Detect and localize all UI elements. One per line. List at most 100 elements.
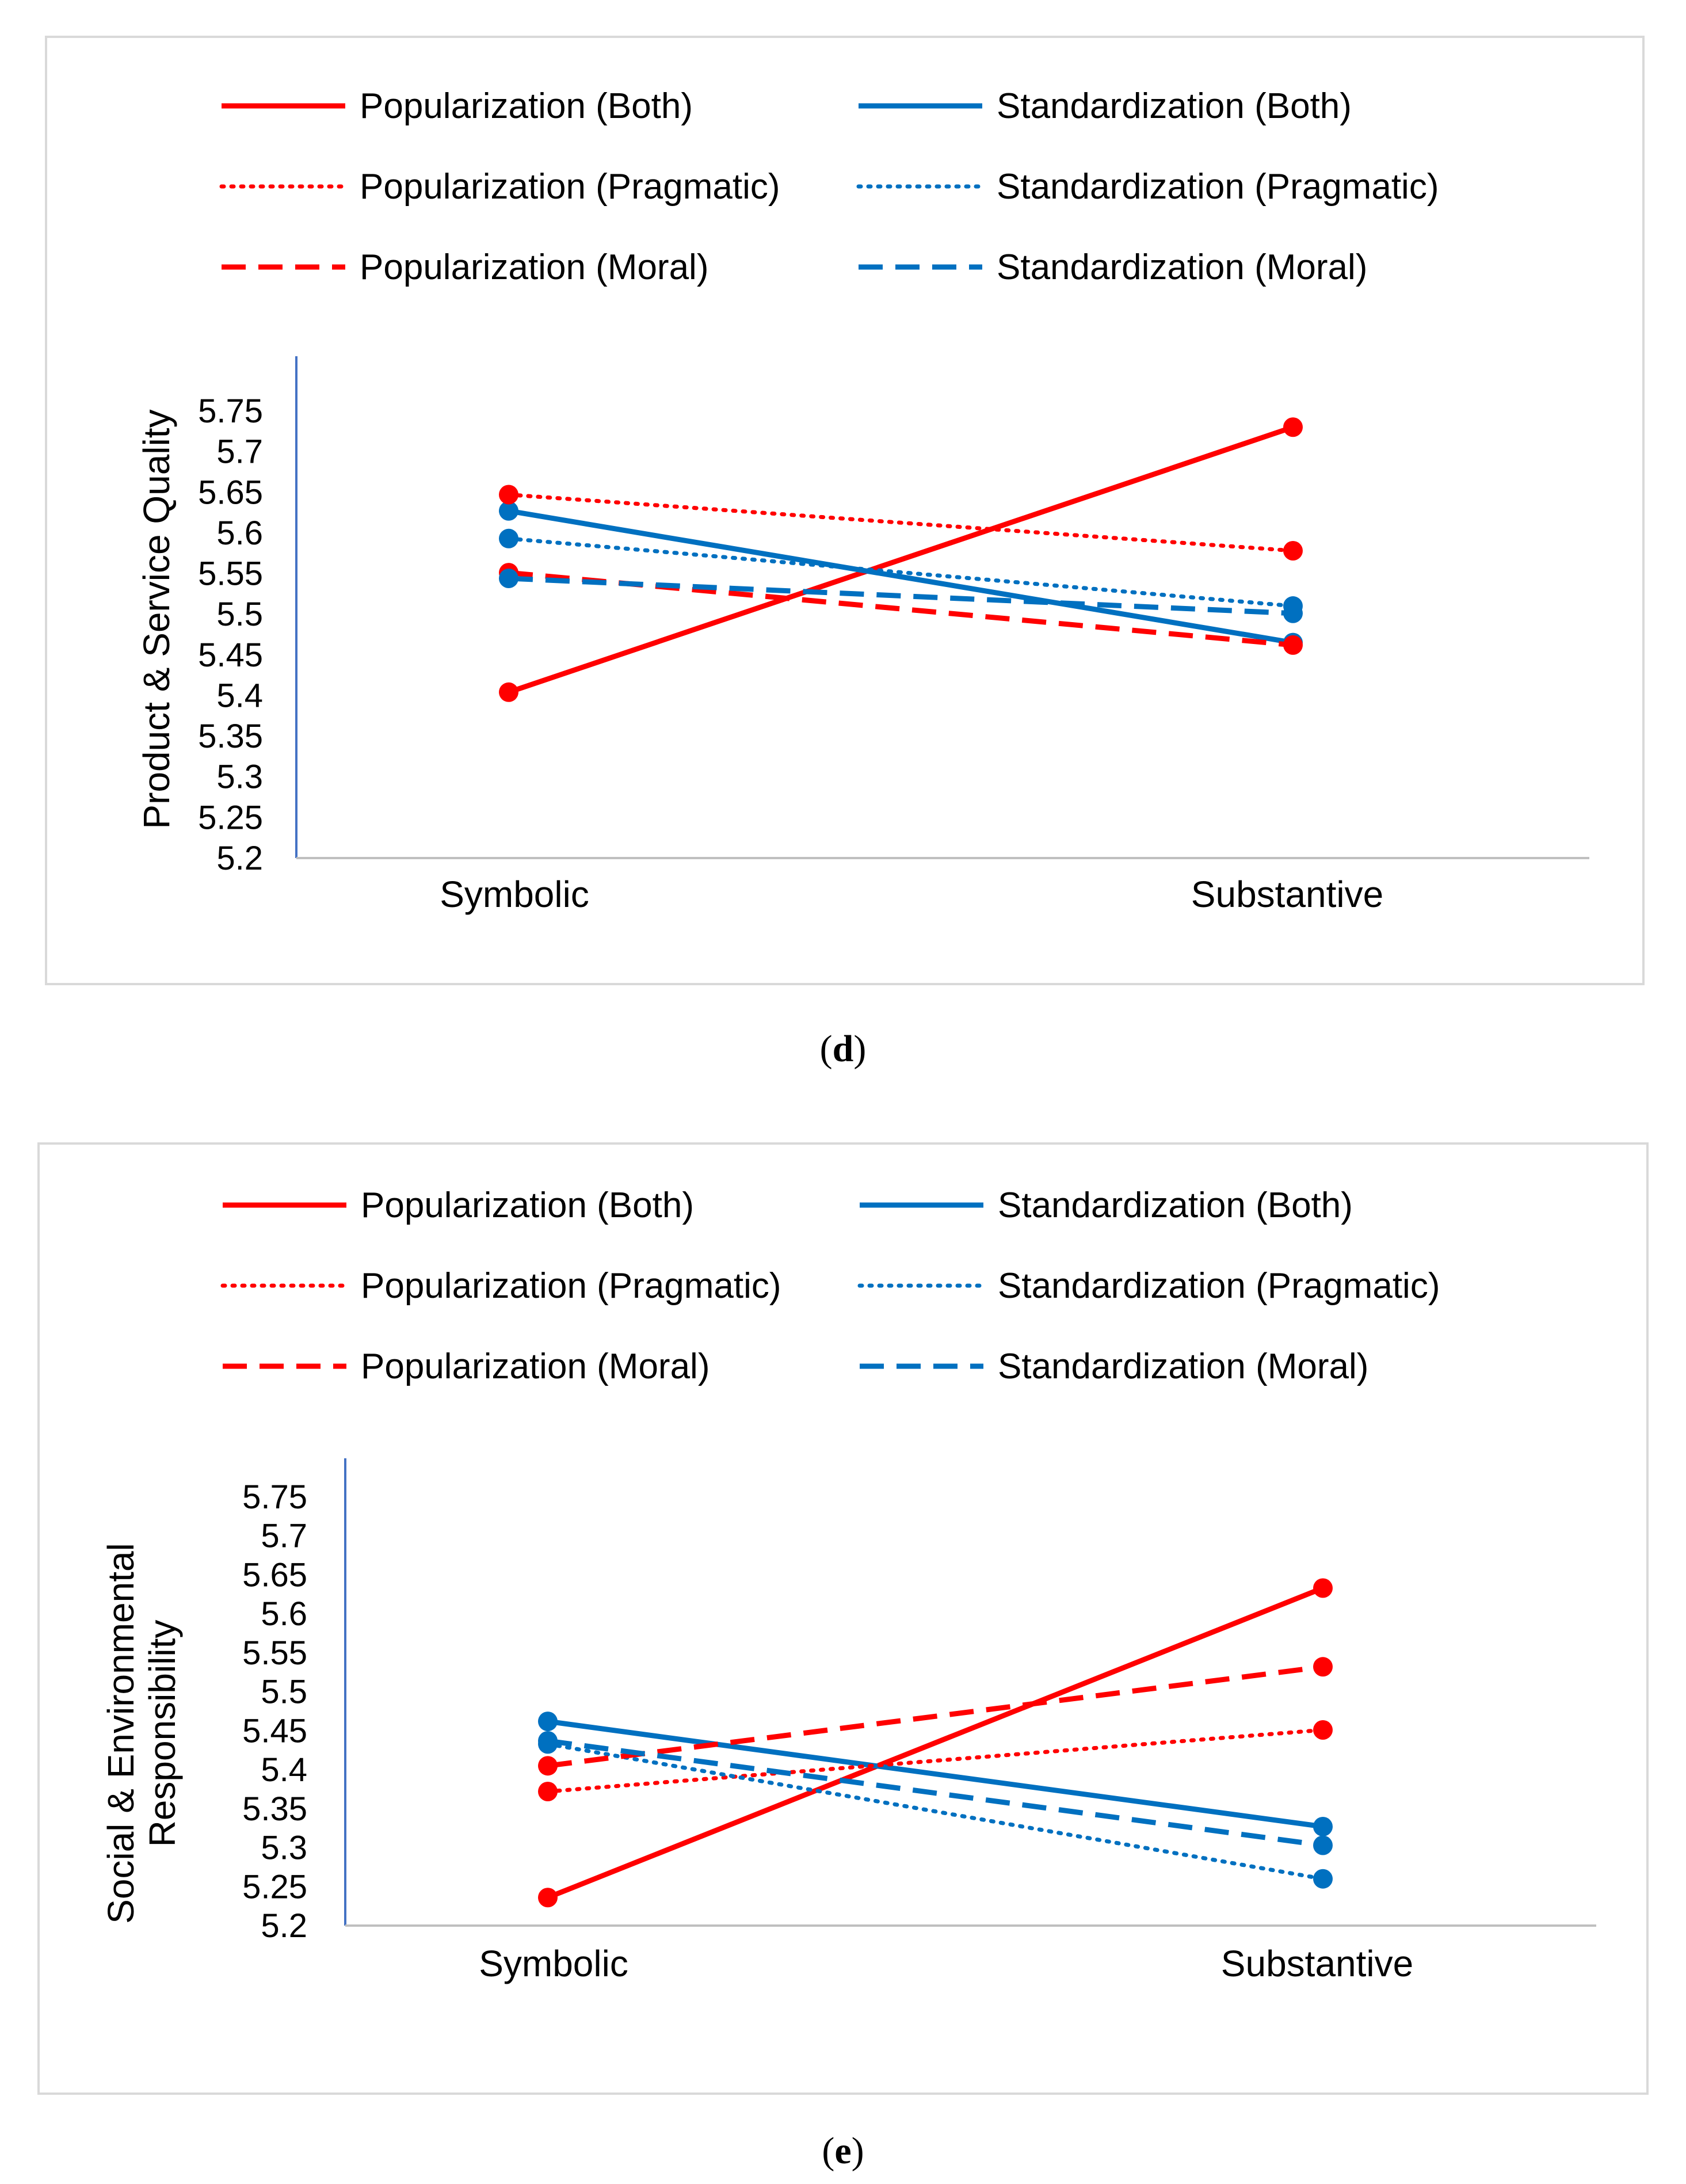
y-tick-label-e: 5.35: [242, 1790, 307, 1828]
y-tick-label-d: 5.25: [198, 799, 263, 836]
y-tick-label-d: 5.45: [198, 636, 263, 674]
y-axis-title-line-e: Social & Environmental: [100, 1543, 142, 1924]
legend-entry-standardization-moral-e: Standardization (Moral): [860, 1347, 1368, 1386]
data-point-popularization-moral-substantive-d: [1283, 635, 1303, 655]
y-tick-label-e: 5.2: [261, 1907, 307, 1945]
legend-entry-popularization-moral-d: Popularization (Moral): [222, 247, 708, 287]
series-line-standardization-moral-e: [547, 1738, 1323, 1848]
series-standardization-moral-d: [499, 569, 1303, 623]
legend-label-standardization-pragmatic-e: Standardization (Pragmatic): [998, 1266, 1440, 1306]
y-tick-label-e: 5.45: [242, 1712, 307, 1750]
legend-entry-standardization-pragmatic-d: Standardization (Pragmatic): [856, 167, 1439, 207]
series-line-standardization-both-d: [508, 508, 1294, 646]
chart-panel-d: Popularization (Both) Standardization (Bo…: [45, 36, 1645, 985]
x-category-label-substantive-e: Substantive: [1221, 1943, 1413, 1984]
series-line-popularization-both-e: [547, 1585, 1324, 1900]
legend-label-popularization-moral-d: Popularization (Moral): [360, 247, 708, 287]
legend-label-popularization-pragmatic-d: Popularization (Pragmatic): [360, 167, 780, 207]
y-tick-label-e: 5.5: [261, 1674, 307, 1711]
data-point-popularization-pragmatic-substantive-e: [1313, 1720, 1333, 1740]
series-line-standardization-pragmatic-e: [546, 1741, 1325, 1881]
x-category-label-symbolic-e: Symbolic: [479, 1943, 628, 1984]
series-line-popularization-pragmatic-d: [506, 493, 1295, 553]
data-point-popularization-moral-symbolic-e: [538, 1756, 558, 1776]
data-point-popularization-pragmatic-substantive-d: [1283, 540, 1303, 561]
series-line-standardization-moral-d: [508, 575, 1294, 616]
chart-panel-e: Popularization (Both) Standardization (Bo…: [37, 1142, 1649, 2095]
y-tick-label-d: 5.55: [198, 555, 263, 593]
series-popularization-moral-e: [538, 1657, 1333, 1776]
chart-e-svg: Popularization (Both) Standardization (Bo…: [100, 1186, 1596, 1984]
series-standardization-both-e: [538, 1712, 1333, 1836]
legend-entry-popularization-both-e: Popularization (Both): [223, 1186, 694, 1225]
data-point-standardization-both-symbolic-d: [499, 501, 518, 521]
legend-entry-standardization-both-d: Standardization (Both): [859, 86, 1352, 126]
legend-entry-popularization-pragmatic-d: Popularization (Pragmatic): [219, 167, 780, 207]
data-point-standardization-pragmatic-symbolic-d: [499, 528, 518, 548]
y-tick-label-d: 5.65: [198, 474, 263, 511]
data-point-popularization-both-substantive-d: [1283, 417, 1303, 437]
legend-entry-standardization-both-e: Standardization (Both): [860, 1186, 1353, 1225]
series-popularization-pragmatic-d: [499, 485, 1303, 561]
series-line-standardization-both-e: [547, 1718, 1323, 1829]
series-line-popularization-moral-e: [547, 1664, 1323, 1768]
y-tick-label-e: 5.55: [242, 1634, 307, 1672]
y-tick-label-e: 5.75: [242, 1478, 307, 1516]
y-tick-label-e: 5.4: [261, 1751, 307, 1789]
series-line-standardization-pragmatic-d: [506, 536, 1295, 608]
series-standardization-moral-e: [538, 1731, 1333, 1855]
y-tick-label-d: 5.75: [198, 392, 263, 430]
legend-label-standardization-moral-d: Standardization (Moral): [997, 247, 1367, 287]
legend-entry-popularization-moral-e: Popularization (Moral): [223, 1347, 710, 1386]
legend-entry-standardization-pragmatic-e: Standardization (Pragmatic): [857, 1266, 1440, 1306]
y-axis-title-line-e: Responsibility: [142, 1620, 183, 1847]
data-point-standardization-moral-symbolic-e: [538, 1731, 558, 1751]
y-tick-label-d: 5.5: [216, 596, 263, 633]
y-tick-label-d: 5.2: [216, 840, 263, 877]
legend-entry-standardization-moral-d: Standardization (Moral): [859, 247, 1367, 287]
legend-label-popularization-both-e: Popularization (Both): [361, 1186, 694, 1225]
data-point-standardization-moral-substantive-d: [1283, 603, 1303, 623]
y-tick-label-d: 5.4: [216, 677, 263, 714]
data-point-popularization-both-substantive-e: [1313, 1578, 1333, 1598]
series-popularization-both-e: [538, 1578, 1333, 1908]
legend-label-popularization-pragmatic-e: Popularization (Pragmatic): [361, 1266, 781, 1306]
data-point-standardization-pragmatic-substantive-e: [1313, 1869, 1333, 1889]
legend-entry-popularization-pragmatic-e: Popularization (Pragmatic): [220, 1266, 781, 1306]
legend-entry-popularization-both-d: Popularization (Both): [222, 86, 693, 126]
legend-label-standardization-both-d: Standardization (Both): [997, 86, 1352, 126]
y-axis-title-line-d: Product & Service Quality: [136, 409, 177, 829]
data-point-standardization-moral-substantive-e: [1313, 1835, 1333, 1855]
x-category-label-symbolic-d: Symbolic: [440, 874, 589, 915]
data-point-standardization-both-symbolic-e: [538, 1712, 558, 1732]
y-tick-label-e: 5.7: [261, 1518, 307, 1555]
legend-label-standardization-pragmatic-d: Standardization (Pragmatic): [997, 167, 1439, 207]
y-tick-label-d: 5.7: [216, 433, 263, 471]
data-point-popularization-both-symbolic-e: [538, 1888, 558, 1908]
y-tick-label-e: 5.6: [261, 1595, 307, 1633]
legend-label-popularization-moral-e: Popularization (Moral): [361, 1347, 710, 1386]
y-tick-label-e: 5.65: [242, 1556, 307, 1594]
y-tick-label-d: 5.6: [216, 514, 263, 552]
legend-label-popularization-both-d: Popularization (Both): [360, 86, 693, 126]
data-point-standardization-both-substantive-e: [1313, 1816, 1333, 1836]
caption-e: (e): [822, 2130, 864, 2172]
legend-label-standardization-both-e: Standardization (Both): [998, 1186, 1353, 1225]
y-tick-label-d: 5.35: [198, 718, 263, 755]
data-point-popularization-pragmatic-symbolic-e: [538, 1782, 558, 1802]
series-popularization-pragmatic-e: [538, 1720, 1333, 1802]
y-axis-title-e: Social & EnvironmentalResponsibility: [100, 1543, 183, 1924]
y-tick-label-d: 5.3: [216, 759, 263, 796]
y-axis-title-d: Product & Service Quality: [136, 409, 177, 829]
y-tick-label-e: 5.3: [261, 1829, 307, 1867]
caption-d: (d): [819, 1028, 867, 1070]
data-point-popularization-both-symbolic-d: [499, 682, 518, 702]
series-line-popularization-pragmatic-e: [546, 1728, 1325, 1794]
chart-d-svg: Popularization (Both) Standardization (Bo…: [136, 86, 1589, 915]
x-category-label-substantive-d: Substantive: [1191, 874, 1383, 915]
legend-label-standardization-moral-e: Standardization (Moral): [998, 1347, 1368, 1386]
series-popularization-both-d: [499, 417, 1303, 702]
data-point-popularization-pragmatic-symbolic-d: [499, 485, 518, 505]
series-line-popularization-both-d: [508, 424, 1294, 695]
data-point-popularization-moral-substantive-e: [1313, 1657, 1333, 1677]
